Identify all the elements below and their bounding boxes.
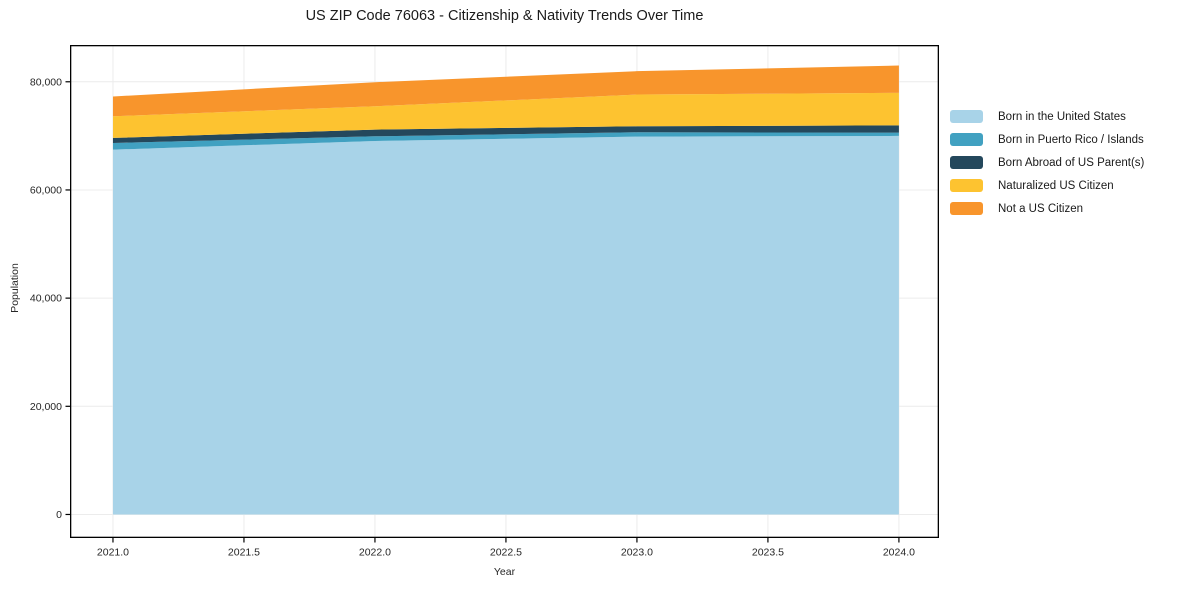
y-tick-label: 60,000 bbox=[30, 185, 62, 197]
legend-label: Naturalized US Citizen bbox=[998, 179, 1114, 192]
y-tick-label: 40,000 bbox=[30, 293, 62, 305]
y-tick-label: 80,000 bbox=[30, 76, 62, 88]
legend-label: Born in Puerto Rico / Islands bbox=[998, 133, 1144, 146]
legend-label: Born Abroad of US Parent(s) bbox=[998, 156, 1145, 169]
legend-item-2: Born Abroad of US Parent(s) bbox=[950, 151, 1144, 174]
area-series-0 bbox=[112, 135, 899, 515]
legend-label: Born in the United States bbox=[998, 110, 1126, 123]
y-tick-label: 20,000 bbox=[30, 401, 62, 413]
area-series-4 bbox=[112, 65, 899, 117]
legend-item-0: Born in the United States bbox=[950, 105, 1144, 128]
y-tick-label: 0 bbox=[56, 509, 62, 521]
legend-item-4: Not a US Citizen bbox=[950, 197, 1144, 220]
legend-item-3: Naturalized US Citizen bbox=[950, 174, 1144, 197]
legend-item-1: Born in Puerto Rico / Islands bbox=[950, 128, 1144, 151]
area-series-1 bbox=[112, 132, 899, 150]
area-series-3 bbox=[112, 92, 899, 138]
legend-swatch-icon bbox=[950, 110, 983, 123]
x-tick-label: 2024.0 bbox=[883, 547, 915, 559]
legend-swatch-icon bbox=[950, 179, 983, 192]
axes-border bbox=[69, 44, 940, 539]
x-tick-label: 2023.0 bbox=[621, 547, 653, 559]
x-axis-label: Year bbox=[493, 566, 516, 578]
legend-swatch-icon bbox=[950, 202, 983, 215]
legend-label: Not a US Citizen bbox=[998, 202, 1084, 215]
legend-swatch-icon bbox=[950, 133, 983, 146]
chart-title: US ZIP Code 76063 - Citizenship & Nativi… bbox=[305, 8, 704, 24]
x-tick-label: 2021.5 bbox=[228, 547, 260, 559]
x-tick-label: 2021.0 bbox=[97, 547, 129, 559]
plot-area: 0 20,000 40,000 60,000 80,000 2021.0 2021.5 202… bbox=[30, 44, 940, 559]
x-tick-label: 2023.5 bbox=[752, 547, 784, 559]
legend: Born in the United States Born in Puerto … bbox=[950, 105, 1144, 220]
y-axis-label: Population bbox=[9, 263, 21, 313]
x-tick-label: 2022.0 bbox=[359, 547, 391, 559]
x-tick-label: 2022.5 bbox=[490, 547, 522, 559]
legend-swatch-icon bbox=[950, 156, 983, 169]
area-series-2 bbox=[112, 125, 899, 143]
